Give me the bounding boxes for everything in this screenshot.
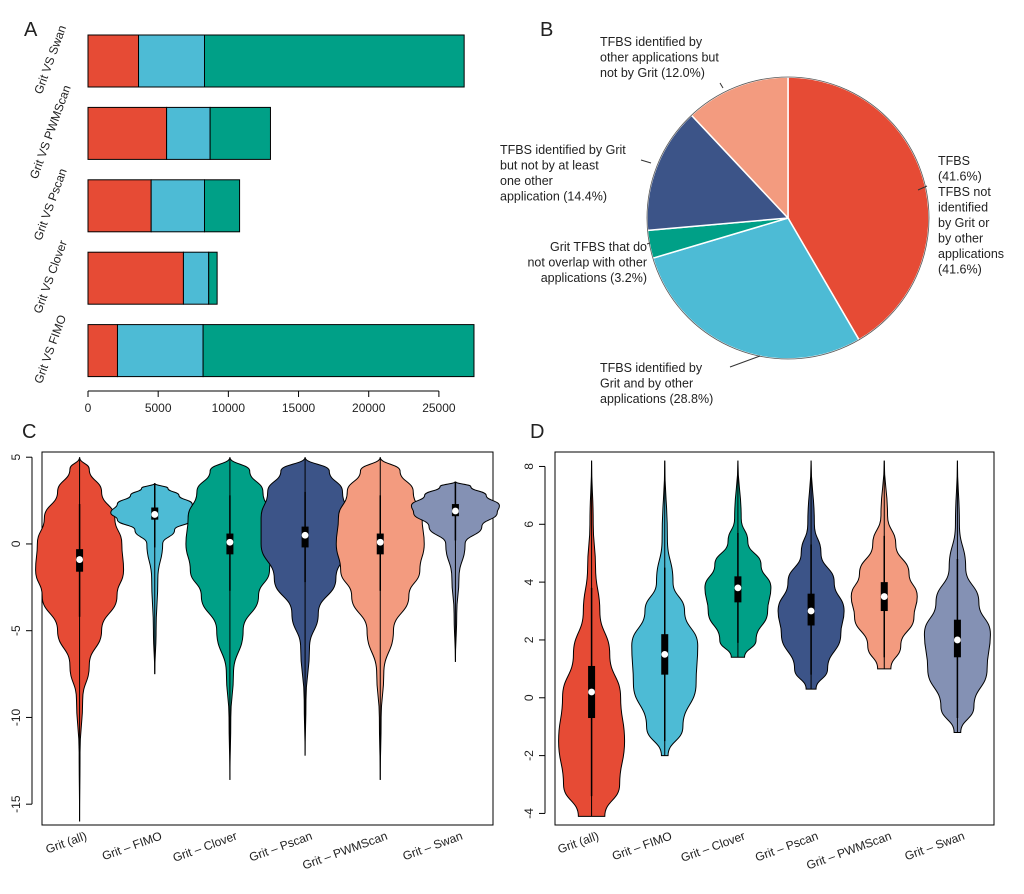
pie-leader-line-4 [719,82,724,89]
x-category-label-0: Grit (all) [556,829,601,857]
x-category-label-2: Grit – Clover [679,829,747,865]
y-tick-label: -5 [9,625,23,636]
pie-outline [646,76,930,360]
panel-c-violin-plot: Grit (all) Grit – FIMO Grit – Clover Grit –… [9,451,500,873]
bar-segment-2-1 [209,106,271,160]
bar-segment-1-1 [166,106,211,160]
category-label: Grit VS PWMScan [27,83,74,181]
bar-segment-1-3 [182,251,210,305]
x-category-label-0: Grit (all) [44,829,89,857]
bar-segment-1-2 [150,179,205,233]
pie-leader-line-2 [646,242,651,245]
x-category-label-1: Grit – FIMO [100,829,164,864]
violin-median-dot-2 [226,538,234,546]
y-tick-label: 6 [522,521,536,528]
x-tick-label: 15000 [282,401,316,415]
pie-slice-label-3: TFBS identified by Grit but not by at lea… [500,143,626,204]
x-category-label-2: Grit – Clover [171,829,239,865]
violin-median-dot-0 [76,556,83,563]
category-label: Grit VS FIMO [31,313,69,385]
bar-segment-0-4 [87,324,118,378]
x-category-label-4: Grit – PWMScan [301,829,390,873]
y-tick-label: 0 [522,694,536,701]
pie-slice-label-0: TFBS (41.6%) TFBS not identified by Grit or b… [938,154,1004,277]
pie-slice-label-1: TFBS identified by Grit and by other appli… [600,361,713,406]
violin-median-dot-4 [376,538,384,546]
bar-segment-2-4 [202,324,475,378]
x-category-label-4: Grit – PWMScan [805,829,894,873]
y-tick-label: -2 [522,750,536,761]
x-category-label-1: Grit – FIMO [610,829,674,864]
x-category-label-5: Grit – Swan [401,829,465,864]
bar-segment-0-3 [87,251,184,305]
bar-segment-2-3 [208,251,218,305]
y-tick-label: 0 [9,540,23,547]
bar-segment-0-2 [87,179,152,233]
y-tick-label: -4 [522,808,536,819]
plot-frame [41,451,494,826]
y-tick-label: -15 [9,795,23,813]
y-tick-label: 4 [522,578,536,585]
x-tick-label: 5000 [145,401,172,415]
x-tick-label: 0 [85,401,92,415]
panel-d-violin-plot: Grit (all) Grit – FIMO Grit – Clover Grit –… [522,451,995,873]
y-tick-label: 8 [522,463,536,470]
y-tick-label: 5 [9,454,23,461]
violin-median-dot-5 [452,507,459,515]
category-label: Grit VS Clover [31,238,70,315]
panel-label-c: C [22,421,36,443]
panel-label-a: A [24,19,38,41]
bar-segment-1-4 [116,324,204,378]
panel-label-d: D [530,421,544,443]
bar-segment-1-0 [138,34,205,88]
y-tick-label: -10 [9,708,23,726]
violin-median-dot-3 [807,607,815,615]
bar-segment-0-0 [87,34,140,88]
violin-median-dot-3 [301,531,309,539]
x-tick-label: 10000 [212,401,246,415]
y-tick-label: 2 [522,636,536,643]
panel-b-pie-chart: TFBS (41.6%) TFBS not identified by Grit or b… [500,35,1004,406]
pie-leader-line-3 [640,159,652,164]
violin-median-dot-0 [588,688,595,696]
violin-median-dot-1 [151,511,159,518]
bar-segment-2-2 [203,179,241,233]
pie-leader-line-1 [729,355,761,368]
pie-leader-line-0 [917,185,928,191]
bar-segment-0-1 [87,106,168,160]
plot-frame [554,451,995,826]
violin-median-dot-4 [880,593,888,600]
x-tick-label: 20000 [352,401,386,415]
pie-slice-label-4: TFBS identified by other applications but… [600,35,719,80]
pie-slice-label-2: Grit TFBS that do not overlap with other a… [527,240,647,285]
violin-median-dot-5 [954,636,961,644]
violin-median-dot-2 [734,584,742,592]
bar-segment-2-0 [203,34,465,88]
violin-median-dot-1 [661,651,669,658]
x-category-label-5: Grit – Swan [903,829,967,864]
x-tick-label: 25000 [422,401,456,415]
panel-label-b: B [540,19,553,41]
